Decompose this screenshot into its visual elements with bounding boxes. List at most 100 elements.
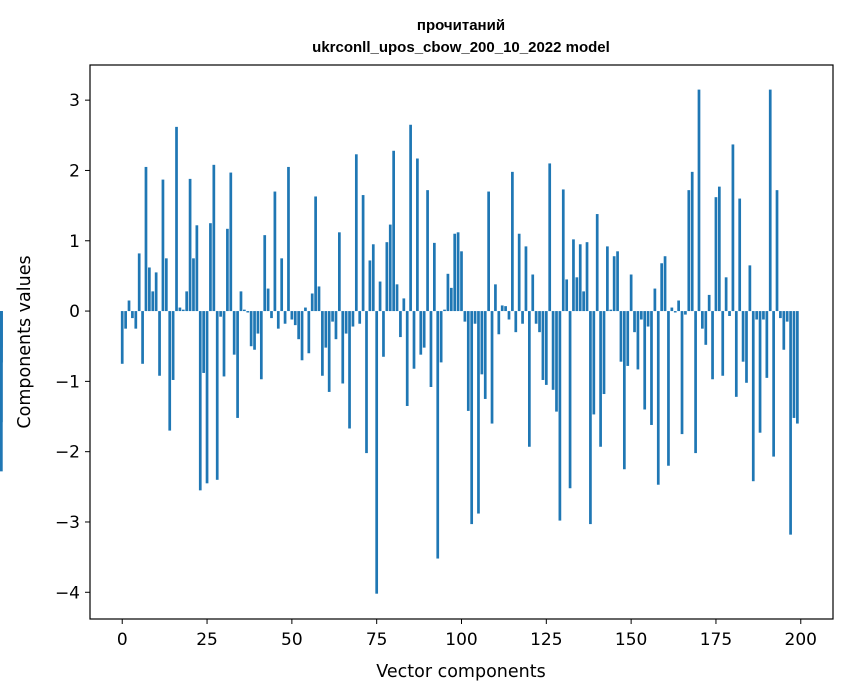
bar-24 (202, 311, 206, 373)
bar-101 (463, 311, 467, 322)
bar-36 (243, 309, 246, 312)
bar-100 (460, 251, 463, 312)
bar-111 (497, 311, 501, 335)
bar-151 (633, 311, 636, 333)
bar-186 (751, 311, 755, 482)
bar-127 (551, 311, 555, 390)
bar-188 (758, 311, 762, 433)
bar-6 (141, 311, 144, 364)
bar-179 (728, 311, 731, 316)
bar-56 (310, 293, 314, 312)
bar-86 (412, 311, 416, 369)
bar-160 (663, 256, 667, 312)
bar-2 (127, 300, 131, 312)
bar-82 (399, 311, 402, 338)
plot-frame (89, 64, 834, 620)
bar-57 (314, 196, 317, 312)
x-axis-label: Vector components (376, 662, 545, 682)
x-axis-ticks: 0 25 50 75 100 125 150 175 200 (117, 619, 817, 650)
bar-65 (341, 311, 345, 384)
bar-191 (768, 89, 772, 312)
bar-133 (572, 239, 575, 312)
bar-102 (466, 311, 470, 411)
bar-131 (565, 279, 569, 312)
bar-4 (134, 311, 138, 329)
bar-140 (595, 214, 599, 312)
bar-134 (575, 277, 579, 312)
bar-80 (392, 150, 395, 312)
bar-96 (446, 273, 450, 312)
bar-105 (477, 311, 480, 514)
bar-193 (775, 190, 779, 312)
x-tick-label: 150 (615, 630, 647, 650)
bar-190 (765, 311, 769, 378)
bar-108 (487, 191, 490, 312)
bar-92 (433, 242, 436, 312)
y-axis-label: Components values (15, 255, 35, 428)
bar-63 (334, 311, 338, 340)
bar-154 (643, 311, 647, 410)
bar-155 (646, 311, 650, 327)
bar-180 (731, 144, 735, 312)
bar-40 (256, 311, 260, 334)
bar-75 (375, 311, 379, 594)
bar-109 (490, 311, 494, 424)
bar-33 (232, 311, 236, 355)
bar-196 (785, 311, 789, 322)
bar-126 (548, 163, 552, 312)
bar-192 (772, 311, 775, 457)
bar-37 (246, 311, 250, 313)
bar-38 (249, 311, 253, 347)
bar-144 (609, 309, 613, 312)
y-tick-label: 2 (69, 161, 80, 181)
bar-173 (707, 294, 711, 312)
bar-174 (711, 311, 714, 380)
bar-120 (528, 311, 531, 447)
bar-168 (690, 171, 694, 312)
x-tick-label: 25 (196, 630, 218, 650)
bar-26 (209, 223, 212, 312)
bar-147 (619, 311, 623, 362)
bar-166 (684, 311, 687, 315)
bar-176 (717, 186, 721, 312)
bar-185 (748, 265, 752, 312)
bar-184 (745, 311, 748, 383)
y-tick-label: −3 (55, 513, 80, 533)
bar-122 (534, 311, 538, 324)
chart-title-line-1: прочитаний (417, 17, 505, 34)
bar-129 (558, 311, 562, 521)
y-tick-label: −4 (55, 583, 80, 603)
bar-104 (473, 311, 477, 324)
bar-195 (782, 311, 786, 350)
bar-137 (585, 242, 589, 312)
bar-69 (354, 154, 358, 312)
bar-39 (253, 311, 256, 350)
bar-18 (181, 309, 185, 312)
bar-107 (483, 311, 487, 399)
bar-50 (290, 311, 294, 320)
bar-113 (504, 306, 507, 312)
bar-89 (422, 311, 426, 348)
bar-115 (511, 171, 514, 312)
y-tick-label: 0 (69, 302, 80, 322)
bar-30 (222, 311, 226, 377)
bar-20 (188, 178, 192, 312)
bar-116 (514, 311, 518, 333)
bar-53 (300, 311, 304, 361)
bar-48 (283, 311, 287, 324)
bar-181 (734, 311, 738, 397)
bar-8 (148, 267, 151, 312)
bar-11 (158, 311, 161, 376)
y-tick-label: −1 (55, 372, 80, 392)
bar-27 (212, 164, 216, 312)
bar-61 (327, 311, 331, 392)
bar-83 (402, 298, 406, 312)
bar-194 (779, 311, 782, 319)
chart-title-line-2: ukrconll_upos_cbow_200_10_2022 model (312, 39, 610, 56)
bar-148 (622, 311, 626, 470)
bar-98 (453, 233, 457, 312)
bar-159 (660, 263, 664, 312)
bar-114 (507, 311, 511, 320)
bar-158 (656, 311, 660, 485)
bar-13 (164, 258, 168, 312)
